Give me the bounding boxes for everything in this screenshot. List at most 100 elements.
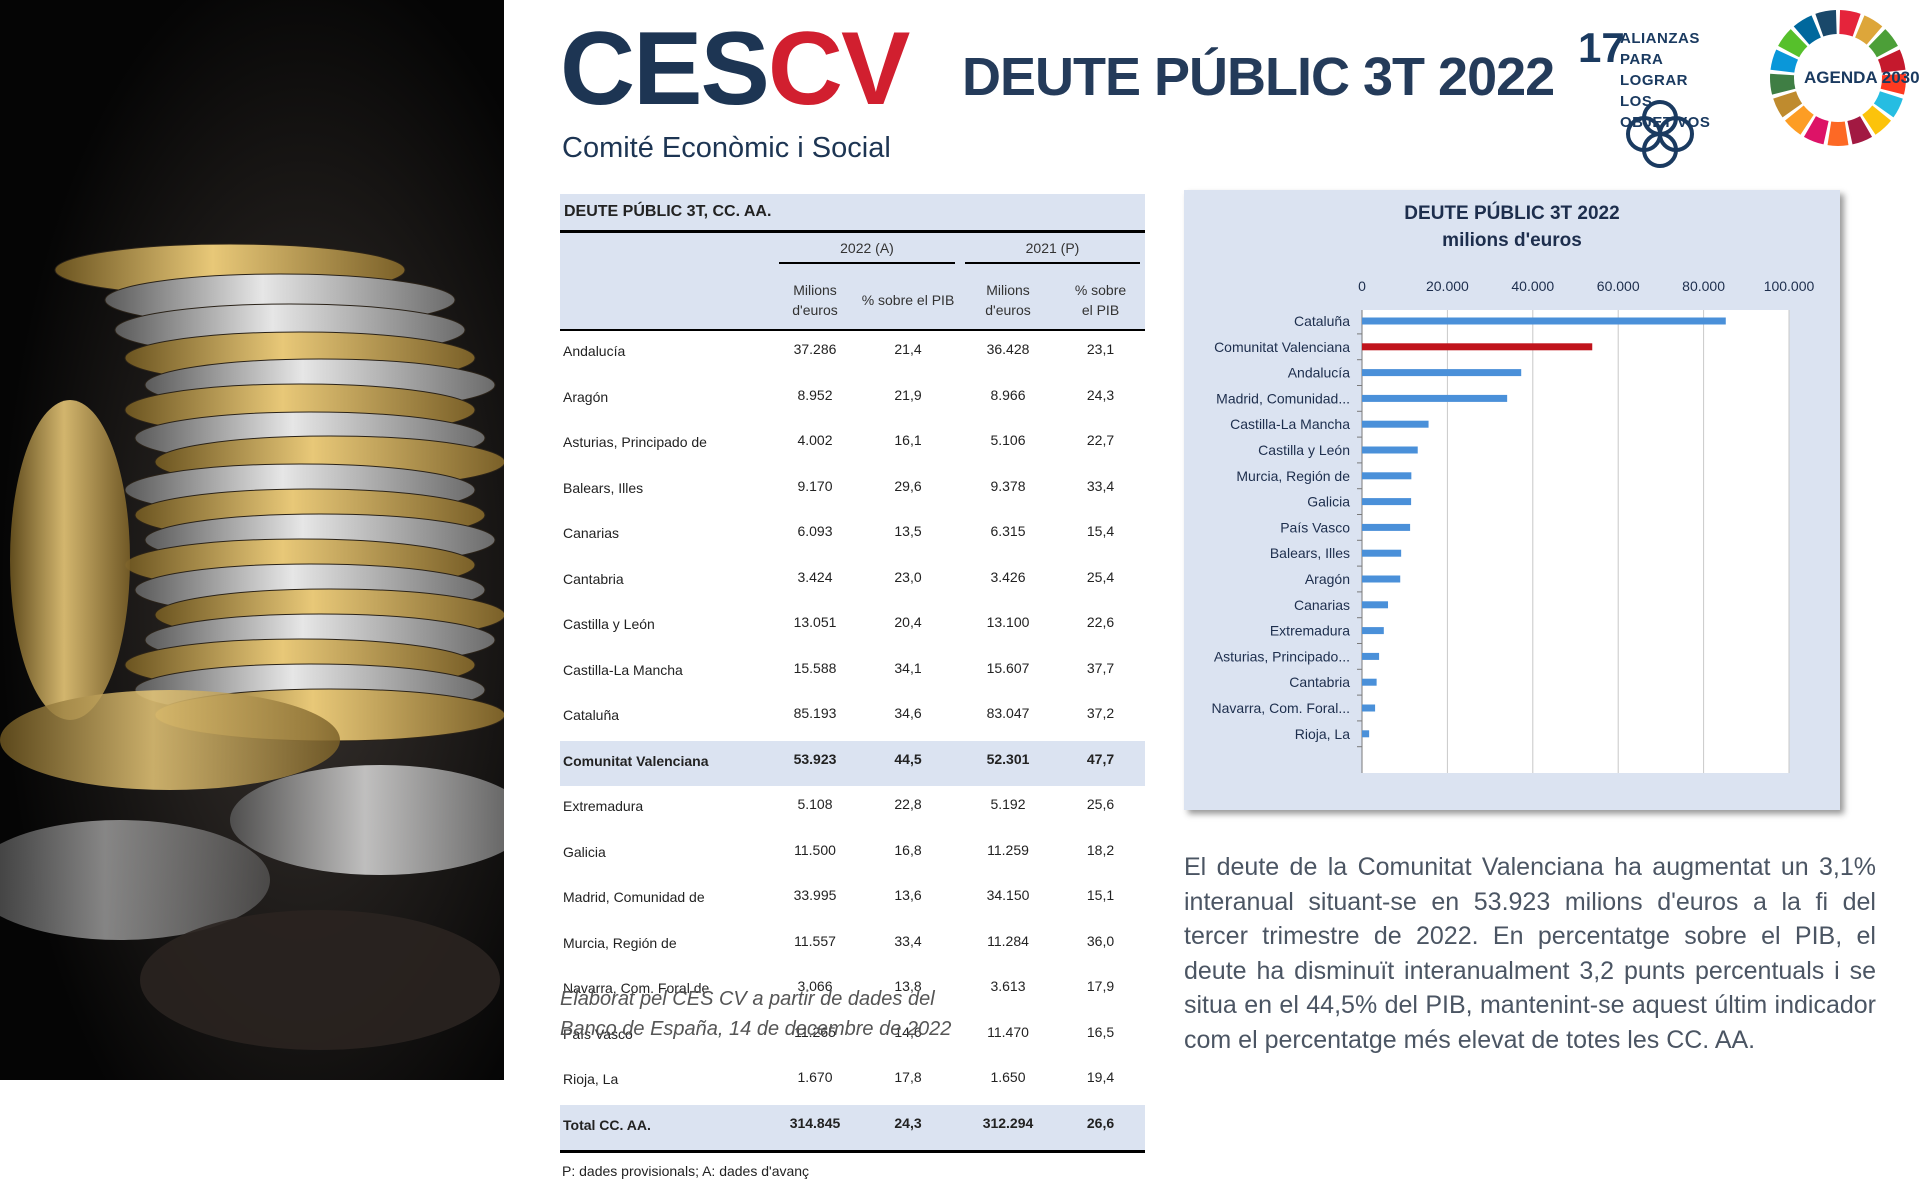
category-label: Cantabria — [1289, 674, 1350, 690]
table-row: Comunitat Valenciana 53.923 44,5 52.301 47,7 — [560, 740, 1145, 786]
logo-main-text: CES — [560, 11, 770, 127]
debt-2022: 37.286 — [793, 341, 837, 357]
chart-title: DEUTE PÚBLIC 3T 2022 — [1404, 203, 1620, 224]
category-label: Galicia — [1307, 494, 1350, 510]
table-row: Balears, Illes 9.170 29,6 9.378 33,4 — [560, 468, 1145, 514]
year-2022-label: 2022 (A) — [778, 240, 956, 264]
sdg-wheel-segment — [1868, 29, 1898, 58]
category-label: Aragón — [1305, 571, 1350, 587]
table-row: Cantabria 3.424 23,0 3.426 25,4 — [560, 559, 1145, 605]
header-text: % sobre — [1074, 282, 1127, 298]
pib-2021: 37,2 — [1086, 705, 1115, 721]
header-year-2022: 2022 (A) — [774, 233, 960, 271]
table-title: DEUTE PÚBLIC 3T, CC. AA. — [560, 194, 1145, 233]
bar — [1362, 730, 1370, 738]
sdg-wheel-segment — [1827, 121, 1849, 147]
source-line: Banco de España, 14 de decembre de 2022 — [560, 1018, 952, 1040]
sdg-wheel-segment — [1784, 105, 1814, 135]
sdg-wheel-segment — [1847, 116, 1873, 145]
header-pib-2021: % sobre el PIB — [1056, 271, 1145, 331]
pib-2022: 24,3 — [856, 1104, 960, 1153]
pib-2021: 23,1 — [1086, 341, 1115, 357]
header-blank — [560, 233, 774, 271]
pib-2022: 22,8 — [894, 796, 922, 812]
bar — [1362, 394, 1508, 402]
debt-2021: 8.966 — [990, 386, 1026, 403]
bar — [1362, 575, 1401, 583]
table-row: Navarra, Com. Foral de 3.066 13,8 3.613 17,9 — [560, 968, 1145, 1014]
debt-2022: 9.170 — [797, 477, 833, 494]
header-millions-2022: Milions d'euros — [774, 271, 856, 331]
debt-2021: 6.315 — [990, 523, 1026, 539]
coin-stack-image — [0, 0, 504, 1080]
pib-2022: 13,8 — [894, 978, 922, 994]
bar — [1362, 523, 1411, 531]
sdg-wheel-icon — [1770, 10, 1906, 147]
pib-2021: 17,9 — [1086, 978, 1115, 994]
pib-2022: 14,6 — [894, 1023, 922, 1040]
category-label: Castilla-La Mancha — [1230, 416, 1350, 432]
table-row: Galicia 11.500 16,8 11.259 18,2 — [560, 832, 1145, 878]
plot-area — [1362, 310, 1789, 773]
debt-2021: 1.650 — [990, 1069, 1026, 1085]
bar — [1362, 678, 1377, 686]
bar — [1362, 704, 1376, 712]
category-label: Extremadura — [1270, 623, 1350, 639]
table-row: País Vasco 11.265 14,6 11.470 16,5 — [560, 1014, 1145, 1060]
category-label: Madrid, Comunidad... — [1216, 390, 1350, 406]
pib-2021: 19,4 — [1086, 1069, 1115, 1085]
pib-2021: 36,0 — [1086, 932, 1115, 949]
bar — [1362, 343, 1593, 351]
pib-2022: 17,8 — [894, 1069, 922, 1085]
debt-2022: 11.265 — [794, 1023, 836, 1040]
debt-2021: 312.294 — [960, 1104, 1056, 1153]
debt-2021: 9.378 — [990, 477, 1026, 494]
debt-2022: 8.952 — [797, 386, 833, 403]
pib-2021: 15,1 — [1086, 887, 1115, 903]
chart-canvas: 0 20.000 40.000 60.000 80.000 100.000 Cataluña… — [1212, 278, 1815, 773]
x-tick-label: 60.000 — [1597, 278, 1640, 294]
header-pib-2022: % sobre el PIB — [856, 271, 960, 331]
debt-2021: 52.301 — [960, 740, 1056, 786]
logo-accent-text: CV — [767, 11, 910, 127]
sdg-wheel-segment — [1862, 105, 1892, 135]
region-name: Murcia, Región de — [563, 934, 677, 951]
category-label: País Vasco — [1280, 519, 1350, 535]
header-text: d'euros — [985, 302, 1031, 318]
logo-wordmark: CESCV — [560, 11, 910, 127]
pib-2021: 47,7 — [1056, 740, 1145, 786]
logo-subtitle: Comité Econòmic i Social — [562, 132, 891, 164]
debt-table: DEUTE PÚBLIC 3T, CC. AA. 2022 (A) 2021 (… — [560, 194, 1145, 1179]
category-label: Comunitat Valenciana — [1214, 339, 1350, 355]
pib-2022: 34,1 — [894, 659, 922, 676]
category-label: Cataluña — [1294, 313, 1350, 329]
table-row: Andalucía 37.286 21,4 36.428 23,1 — [560, 330, 1145, 377]
sdg-wheel-segment — [1803, 116, 1829, 145]
pib-2022: 44,5 — [856, 740, 960, 786]
pib-2021: 25,4 — [1086, 568, 1115, 585]
bar — [1362, 472, 1412, 480]
pib-2021: 37,7 — [1086, 659, 1115, 676]
debt-table-grid: 2022 (A) 2021 (P) Milions d'euros % sobre… — [560, 233, 1145, 1153]
agenda-2030-logo: AGENDA 2030 — [1760, 8, 1920, 148]
debt-2021: 11.259 — [987, 841, 1029, 858]
region-name: Navarra, Com. Foral de — [563, 980, 710, 996]
debt-2022: 1.670 — [797, 1069, 833, 1085]
pib-2021: 22,6 — [1086, 614, 1115, 630]
bar — [1362, 317, 1726, 325]
category-label: Castilla y León — [1258, 442, 1350, 458]
pib-2022: 34,6 — [894, 705, 922, 721]
debt-2022: 4.002 — [797, 432, 833, 448]
pib-2022: 21,4 — [894, 341, 922, 357]
debt-2022: 5.108 — [797, 796, 833, 812]
header-text: Milions — [793, 282, 837, 298]
chart-title-block: DEUTE PÚBLIC 3T 2022 milions d'euros — [1184, 200, 1840, 254]
debt-2022: 33.995 — [793, 887, 837, 903]
category-label: Balears, Illes — [1270, 545, 1350, 561]
pib-2022: 13,5 — [894, 523, 922, 539]
debt-2021: 3.426 — [990, 568, 1026, 585]
bar — [1362, 446, 1418, 454]
category-label: Navarra, Com. Foral... — [1212, 700, 1350, 716]
header-millions-2021: Milions d'euros — [960, 271, 1056, 331]
bar — [1362, 627, 1384, 635]
